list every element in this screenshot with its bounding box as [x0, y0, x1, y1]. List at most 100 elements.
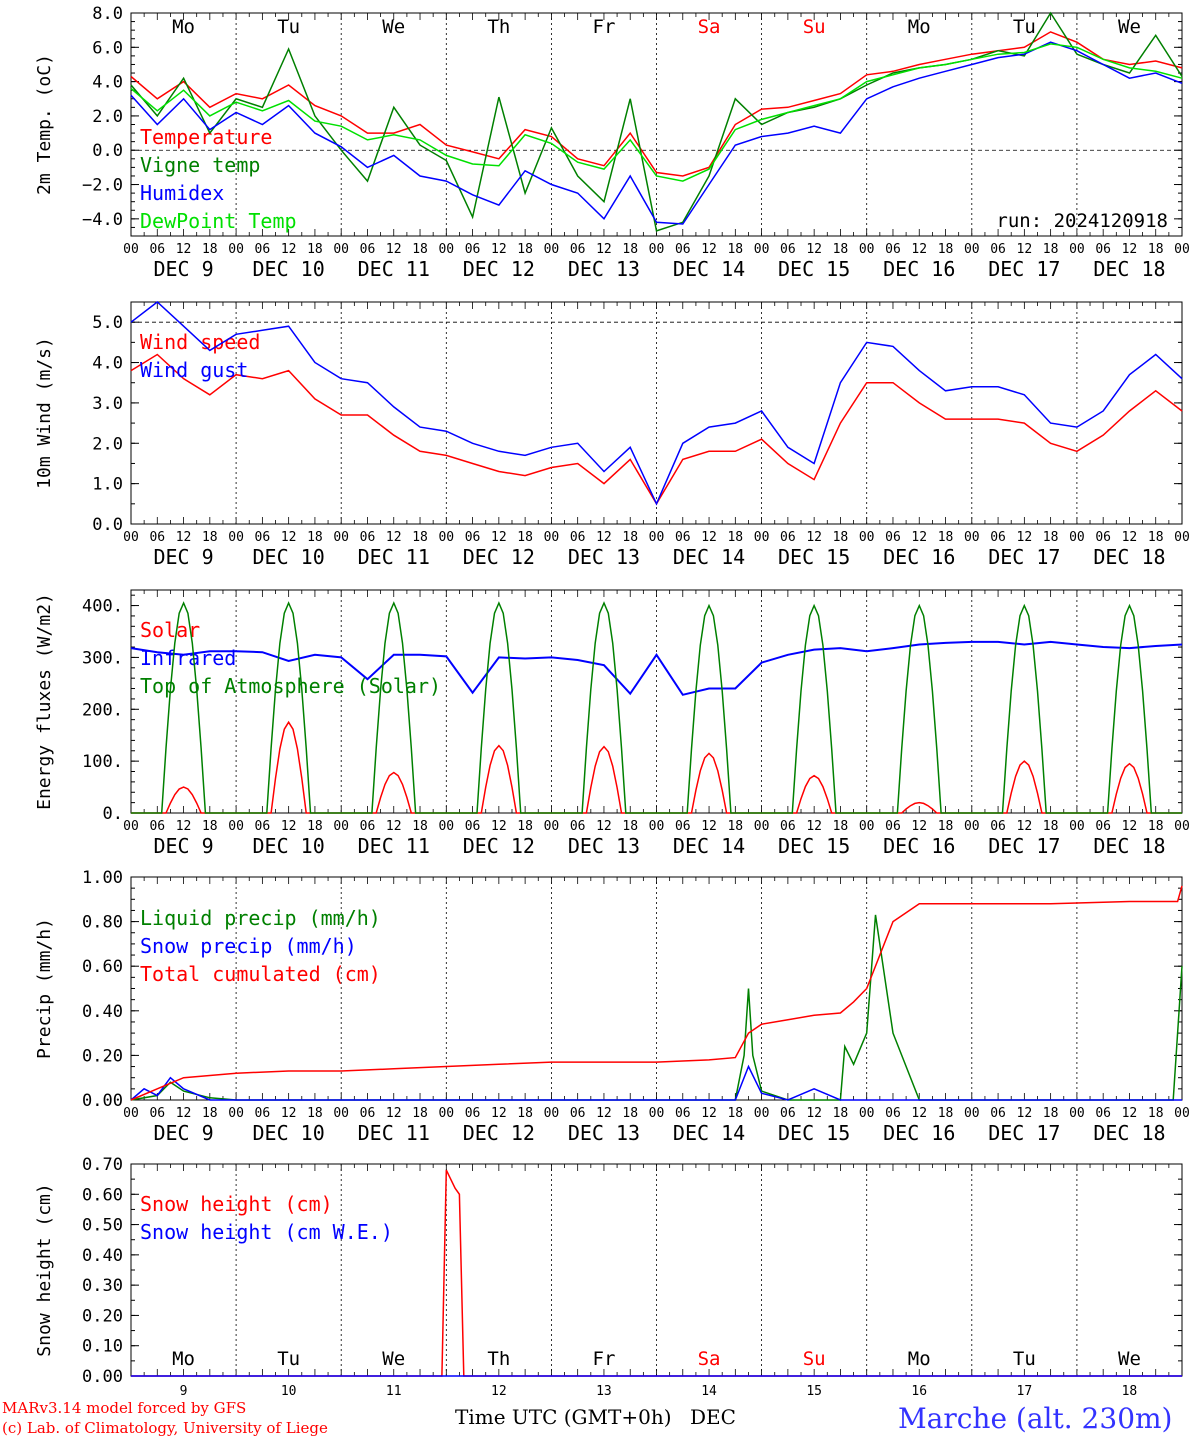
hour-tick-label: 06 [780, 242, 796, 257]
legend-temperature: Temperature [140, 125, 272, 149]
date-label: DEC 15 [778, 834, 850, 858]
hour-tick-label: 12 [491, 242, 507, 257]
hour-tick-label: 00 [649, 530, 665, 545]
hour-tick-label: 12 [281, 819, 297, 834]
series-line-top-of-atmosphere-solar- [131, 601, 1182, 814]
hour-tick-label: 12 [1017, 1106, 1033, 1121]
hour-tick-label: 06 [570, 242, 586, 257]
hour-tick-label: 00 [1069, 530, 1085, 545]
hour-tick-label: 18 [1148, 819, 1164, 834]
hour-tick-label: 12 [806, 819, 822, 834]
hour-tick-label: 06 [990, 1106, 1006, 1121]
y-tick-label: 0.20 [82, 1046, 123, 1066]
hour-tick-label: 18 [1043, 530, 1059, 545]
hour-tick-label: 18 [1148, 1106, 1164, 1121]
hour-tick-label: 00 [964, 819, 980, 834]
y-tick-label: 8.0 [92, 4, 123, 24]
date-label: DEC 14 [673, 1121, 745, 1145]
legend-dewpoint-temp: DewPoint Temp [140, 209, 297, 233]
hour-tick-label: 06 [465, 1106, 481, 1121]
y-tick-label: 3.0 [92, 394, 123, 414]
weekday-label: We [382, 16, 405, 38]
series-line-temperature [130, 31, 1183, 177]
hour-tick-label: 18 [938, 530, 954, 545]
hour-tick-label: 00 [754, 819, 770, 834]
y-tick-label: 0.10 [82, 1337, 123, 1357]
hour-tick-label: 18 [1148, 242, 1164, 257]
hour-tick-label: 00 [1174, 242, 1190, 257]
hour-tick-label: 00 [123, 1106, 139, 1121]
day-number-label: 10 [281, 1384, 297, 1399]
y-tick-label: 0.60 [82, 957, 123, 977]
legend-liquid-precip-mm-h-: Liquid precip (mm/h) [140, 906, 381, 930]
hour-tick-label: 18 [833, 1106, 849, 1121]
day-number-label: 11 [386, 1384, 402, 1399]
date-label: DEC 10 [253, 545, 325, 569]
hour-tick-label: 06 [149, 530, 165, 545]
hour-tick-label: 12 [386, 242, 402, 257]
x-axis-month: DEC [690, 1405, 736, 1429]
weekday-label: Mo [908, 1348, 931, 1370]
hour-tick-label: 12 [701, 242, 717, 257]
x-axis-title: Time UTC (GMT+0h) [455, 1405, 672, 1429]
y-tick-label: 0.20 [82, 1306, 123, 1326]
hour-tick-label: 00 [438, 242, 454, 257]
hour-tick-label: 12 [386, 530, 402, 545]
model-credit: MARv3.14 model forced by GFS [2, 1399, 247, 1417]
y-tick-label: 0.40 [82, 1002, 123, 1022]
hour-tick-label: 12 [701, 530, 717, 545]
date-label: DEC 18 [1093, 834, 1165, 858]
hour-tick-label: 06 [1095, 1106, 1111, 1121]
weekday-label: Th [487, 1348, 510, 1370]
weekday-label: Mo [172, 16, 195, 38]
hour-tick-label: 06 [1095, 530, 1111, 545]
hour-tick-label: 12 [491, 819, 507, 834]
y-tick-label: 0.80 [82, 913, 123, 933]
date-label: DEC 9 [153, 1121, 213, 1145]
date-label: DEC 15 [778, 257, 850, 281]
legend-snow-height-cm-w-e-: Snow height (cm W.E.) [140, 1220, 393, 1244]
hour-tick-label: 06 [990, 242, 1006, 257]
hour-tick-label: 06 [1095, 242, 1111, 257]
y-tick-label: 200. [82, 700, 123, 720]
hour-tick-label: 18 [622, 819, 638, 834]
y-tick-label: 5.0 [92, 313, 123, 333]
legend-infrared: Infrared [140, 646, 236, 670]
hour-tick-label: 06 [780, 819, 796, 834]
day-number-label: 9 [180, 1384, 188, 1399]
weekday-label: We [1118, 1348, 1141, 1370]
date-label: DEC 17 [988, 257, 1060, 281]
hour-tick-label: 06 [149, 1106, 165, 1121]
hour-tick-label: 18 [833, 242, 849, 257]
hour-tick-label: 06 [675, 530, 691, 545]
hour-tick-label: 18 [202, 530, 218, 545]
legend-total-cumulated-cm-: Total cumulated (cm) [140, 962, 381, 986]
hour-tick-label: 06 [149, 242, 165, 257]
legend-humidex: Humidex [140, 181, 224, 205]
hour-tick-label: 12 [1017, 530, 1033, 545]
y-tick-label: 0.40 [82, 1246, 123, 1266]
day-number-label: 12 [491, 1384, 507, 1399]
hour-tick-label: 18 [307, 530, 323, 545]
weekday-label: Tu [1013, 16, 1036, 38]
hour-tick-label: 00 [228, 819, 244, 834]
y-axis-title: Snow height (cm) [34, 1183, 55, 1356]
date-label: DEC 17 [988, 834, 1060, 858]
y-tick-label: 6.0 [92, 38, 123, 58]
hour-tick-label: 18 [833, 819, 849, 834]
date-label: DEC 16 [883, 1121, 955, 1145]
hour-tick-label: 12 [806, 530, 822, 545]
hour-tick-label: 06 [255, 530, 271, 545]
legend-top-of-atmosphere-solar-: Top of Atmosphere (Solar) [140, 674, 441, 698]
hour-tick-label: 06 [360, 819, 376, 834]
date-label: DEC 13 [568, 257, 640, 281]
date-label: DEC 9 [153, 257, 213, 281]
date-label: DEC 10 [253, 834, 325, 858]
hour-tick-label: 00 [123, 819, 139, 834]
date-label: DEC 16 [883, 545, 955, 569]
hour-tick-label: 06 [360, 1106, 376, 1121]
legend-wind-gust: Wind gust [140, 358, 248, 382]
series-line-total-cumulated-cm- [130, 885, 1183, 1101]
hour-tick-label: 00 [544, 530, 560, 545]
